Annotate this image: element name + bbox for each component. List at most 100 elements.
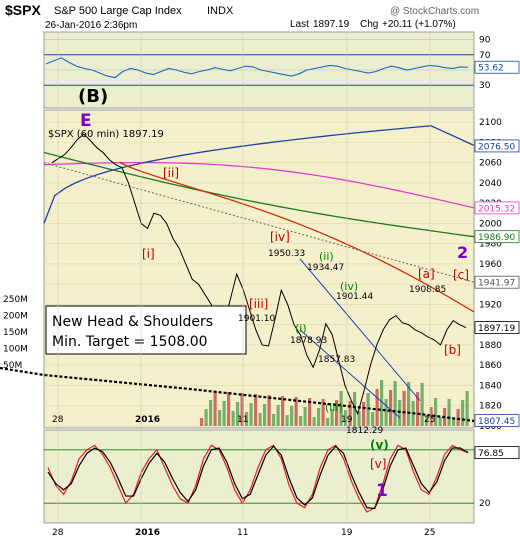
chart-datetime: 26-Jan-2016 2:36pm	[45, 20, 137, 31]
volume-bar	[312, 417, 316, 426]
chg-value: +20.11 (+1.07%)	[382, 19, 456, 30]
ma-badge-box	[474, 139, 520, 153]
price-panel	[43, 109, 475, 429]
stoch-d-line	[47, 445, 469, 510]
volume-bar	[218, 410, 222, 426]
wedge-line	[299, 329, 401, 419]
x-tick-label: 19	[341, 415, 353, 425]
ma-badge: 1941.97	[478, 279, 515, 289]
ma-badge: 1897.19	[478, 324, 515, 334]
last-value: 1897.19	[313, 19, 350, 30]
volume-tick-label: 150M	[3, 328, 28, 338]
stoch-badge-box	[474, 446, 520, 460]
volume-bar	[389, 390, 393, 426]
wave-label: (ii)	[319, 250, 334, 263]
x-tick-label: 28	[52, 528, 64, 538]
y-tick-label: 1920	[479, 300, 502, 310]
volume-bar	[317, 408, 321, 426]
volume-bar	[285, 415, 289, 426]
ma-badge-box	[474, 230, 520, 244]
volume-tick-label: 50M	[3, 361, 22, 371]
neckline-badge-box	[474, 414, 520, 427]
volume-bar	[299, 416, 303, 426]
ma-green-line	[43, 151, 475, 238]
volume-bar	[339, 391, 343, 426]
volume-bar	[294, 397, 298, 426]
volume-bar	[213, 391, 217, 426]
volume-bar	[249, 403, 253, 426]
volume-bar	[380, 380, 384, 426]
volume-bar	[281, 396, 285, 426]
volume-bar	[231, 411, 235, 426]
volume-bar	[357, 411, 361, 426]
y-tick-label: 1960	[479, 260, 502, 270]
volume-bar	[438, 417, 442, 426]
wave-label: (i)	[295, 322, 307, 335]
price-label: 1901.44	[336, 292, 373, 302]
volume-bar	[272, 414, 276, 426]
volume-bar	[200, 418, 204, 426]
volume-bar	[371, 412, 375, 426]
y-tick-label: 1880	[479, 341, 502, 351]
volume-bar	[335, 400, 339, 426]
x-tick-label: 25	[424, 415, 435, 425]
x-tick-label: 11	[237, 415, 248, 425]
price-line	[51, 133, 467, 416]
y-tick-label: 90	[479, 36, 491, 46]
chart-exchange: INDX	[207, 5, 234, 17]
wave-label: 2	[457, 243, 468, 262]
label-E: E	[80, 111, 92, 131]
volume-bar	[236, 402, 240, 426]
volume-bar	[240, 393, 244, 426]
volume-bar	[276, 405, 280, 426]
y-tick-label: 2060	[479, 159, 502, 169]
volume-bar	[258, 413, 262, 426]
volume-bar	[375, 389, 379, 426]
price-label: 1934.47	[307, 263, 344, 273]
chg-label: Chg	[360, 19, 378, 30]
stoch-badge: 76.85	[478, 449, 504, 459]
price-label: 1901.10	[238, 314, 275, 324]
ma-badge: 2015.32	[478, 204, 515, 214]
neckline-badge: 1807.45	[478, 417, 515, 427]
volume-bar	[407, 382, 411, 426]
wave-label: [i]	[142, 247, 155, 261]
wave-label: (iii)	[325, 401, 343, 414]
volume-tick-label: 250M	[3, 295, 28, 305]
volume-bar	[465, 391, 469, 426]
ma-blue-line	[43, 125, 475, 224]
volume-bar	[204, 409, 208, 426]
chart-symbol: $SPX	[5, 2, 41, 18]
volume-bar	[209, 400, 213, 426]
wave-label: (v)	[370, 438, 389, 452]
volume-bar	[330, 409, 334, 426]
volume-bar	[267, 395, 271, 426]
volume-bar	[429, 407, 433, 426]
label-v: [v]	[370, 457, 386, 471]
wave-label: [iii]	[249, 297, 268, 311]
volume-tick-label: 100M	[3, 345, 28, 355]
price-series-label: $SPX (60 min) 1897.19	[48, 129, 164, 140]
wedge-line	[299, 258, 421, 402]
volume-bar	[245, 412, 249, 426]
last-label: Last	[290, 19, 309, 30]
chart-name: S&P 500 Large Cap Index	[54, 5, 182, 17]
annotation-line1: New Head & Shoulders	[52, 314, 213, 330]
volume-bar	[344, 410, 348, 426]
volume-bar	[222, 401, 226, 426]
x-tick-label: 11	[237, 528, 248, 538]
label-B: (B)	[78, 86, 108, 107]
volume-bar	[303, 407, 307, 426]
volume-bar	[447, 399, 451, 426]
ma-red-line	[119, 162, 475, 313]
neckline	[0, 366, 475, 423]
x-tick-label: 2016	[135, 528, 160, 538]
y-tick-label: 30	[479, 81, 491, 91]
volume-bar	[434, 398, 438, 426]
x-tick-label: 25	[424, 528, 435, 538]
y-tick-label: 2040	[479, 179, 502, 189]
volume-bar	[326, 418, 330, 426]
rsi-line	[45, 57, 469, 79]
stoch-panel	[43, 429, 475, 524]
